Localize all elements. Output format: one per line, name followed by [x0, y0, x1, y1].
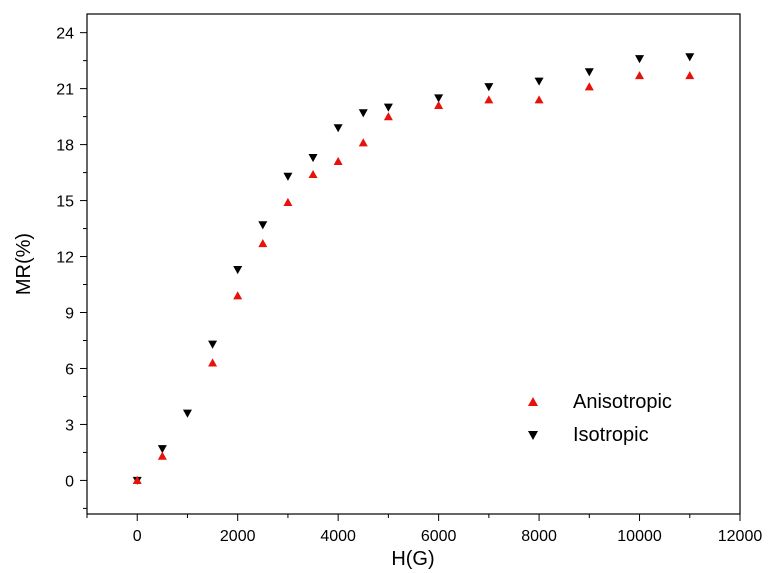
point-anisotropic [258, 238, 268, 248]
x-tick-label: 2000 [220, 528, 256, 545]
legend-marker-anisotropic [528, 397, 538, 406]
point-isotropic [308, 154, 318, 163]
plot-frame [86, 13, 741, 515]
legend-label-anisotropic: Anisotropic [573, 391, 672, 413]
x-tick-label: 4000 [320, 528, 356, 545]
y-tick-label: 15 [56, 194, 74, 211]
point-isotropic [283, 172, 293, 181]
y-tick-label: 24 [56, 26, 74, 43]
point-isotropic [685, 53, 695, 62]
point-isotropic [182, 409, 192, 418]
y-tick-label: 3 [65, 417, 74, 434]
y-tick-label: 18 [56, 138, 74, 155]
point-anisotropic [308, 169, 318, 179]
point-anisotropic [283, 197, 293, 207]
point-anisotropic [233, 291, 243, 300]
y-axis-title: MR(%) [13, 233, 35, 295]
x-tick-label: 8000 [521, 528, 557, 545]
y-tick-label: 21 [56, 82, 74, 99]
point-isotropic [434, 94, 444, 103]
x-tick-label: 0 [133, 528, 142, 545]
point-anisotropic [358, 138, 368, 147]
point-anisotropic [132, 475, 142, 485]
point-anisotropic [333, 156, 343, 165]
x-tick-label: 6000 [421, 528, 457, 545]
y-axis-ticks: 0 3 6 9 12 15 18 21 24 [56, 26, 87, 509]
x-axis-title: H(G) [391, 548, 434, 570]
x-axis-ticks: 0 2000 4000 6000 8000 10000 12000 [86, 514, 763, 545]
x-tick-label: 12000 [718, 528, 763, 545]
legend-label-isotropic: Isotropic [573, 424, 649, 446]
point-isotropic [208, 340, 218, 349]
legend-marker-isotropic [528, 431, 538, 440]
y-tick-label: 6 [65, 361, 74, 378]
point-anisotropic [685, 71, 695, 80]
point-isotropic [534, 77, 544, 86]
point-anisotropic [584, 82, 594, 91]
point-isotropic [358, 109, 368, 118]
point-isotropic [157, 445, 167, 454]
legend-symbol [528, 397, 538, 406]
point-isotropic [383, 103, 393, 112]
data-points [132, 53, 695, 485]
point-anisotropic [534, 95, 544, 104]
point-isotropic [635, 55, 645, 64]
point-anisotropic [208, 358, 218, 367]
point-isotropic [233, 265, 243, 275]
x-tick-label: 10000 [617, 528, 662, 545]
y-tick-label: 12 [56, 250, 74, 267]
y-tick-label: 0 [65, 473, 74, 490]
point-isotropic [484, 83, 494, 92]
point-isotropic [333, 124, 343, 133]
point-isotropic [584, 68, 594, 77]
point-anisotropic [383, 112, 393, 121]
point-isotropic [258, 221, 268, 230]
legend: Anisotropic Isotropic [528, 391, 672, 446]
point-anisotropic [635, 71, 645, 80]
y-tick-label: 9 [65, 306, 74, 323]
legend-symbol [528, 431, 538, 440]
point-anisotropic [157, 451, 167, 460]
point-anisotropic [434, 100, 444, 110]
point-anisotropic [484, 95, 494, 104]
